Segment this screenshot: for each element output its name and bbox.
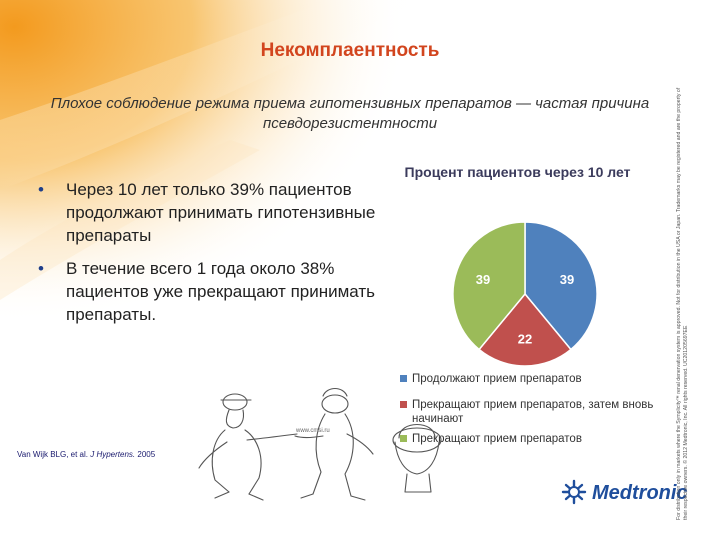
legend-item: Продолжают прием препаратов bbox=[400, 372, 660, 386]
legend-item: Прекращают прием препаратов bbox=[400, 432, 660, 446]
chart-legend: Продолжают прием препаратов Прекращают п… bbox=[400, 372, 660, 452]
medtronic-logo-icon bbox=[561, 479, 587, 505]
legend-label: Прекращают прием препаратов bbox=[412, 433, 582, 445]
legend-label: Прекращают прием препаратов, затем вновь… bbox=[412, 399, 654, 425]
legal-disclaimer: For distribution only in markets where t… bbox=[676, 87, 689, 520]
pie-slice bbox=[452, 221, 526, 351]
bullet-dot-icon: • bbox=[38, 259, 44, 278]
legend-item: Прекращают прием препаратов, затем вновь… bbox=[400, 398, 660, 426]
cartoon-illustration bbox=[198, 387, 442, 501]
pie-slice bbox=[524, 221, 598, 351]
chart-title: Процент пациентов через 10 лет bbox=[404, 164, 631, 180]
bullet-list: • Через 10 лет только 39% пациентов прод… bbox=[38, 178, 378, 336]
slide-title: Некомплаентность bbox=[260, 40, 440, 61]
bullet-item: • В течение всего 1 года около 38% пацие… bbox=[38, 257, 378, 326]
citation: Van Wijk BLG, et al. J Hypertens. 2005 bbox=[17, 450, 155, 459]
brand-name: Medtronic bbox=[592, 482, 688, 504]
cartoon-caption: www.cmsi.ru bbox=[296, 428, 330, 434]
bullet-text: В течение всего 1 года около 38% пациент… bbox=[66, 259, 376, 324]
legend-swatch-icon bbox=[400, 375, 407, 382]
legend-label: Продолжают прием препаратов bbox=[412, 373, 582, 385]
citation-journal: J Hypertens. bbox=[90, 450, 136, 459]
pie-data-label: 22 bbox=[518, 332, 532, 347]
bullet-item: • Через 10 лет только 39% пациентов прод… bbox=[38, 178, 378, 247]
slide-subtitle: Плохое соблюдение режима приема гипотенз… bbox=[50, 95, 650, 132]
pie-chart: 39 22 39 bbox=[452, 221, 598, 367]
citation-authors: Van Wijk BLG, et al. bbox=[17, 450, 88, 459]
bullet-dot-icon: • bbox=[38, 180, 44, 199]
pie-data-label: 39 bbox=[560, 272, 574, 287]
pie-slice bbox=[478, 292, 572, 367]
pie-data-label: 39 bbox=[476, 272, 490, 287]
legend-swatch-icon bbox=[400, 401, 407, 408]
bullet-text: Через 10 лет только 39% пациентов продол… bbox=[66, 180, 376, 245]
citation-year: 2005 bbox=[137, 450, 156, 459]
legend-swatch-icon bbox=[400, 435, 407, 442]
